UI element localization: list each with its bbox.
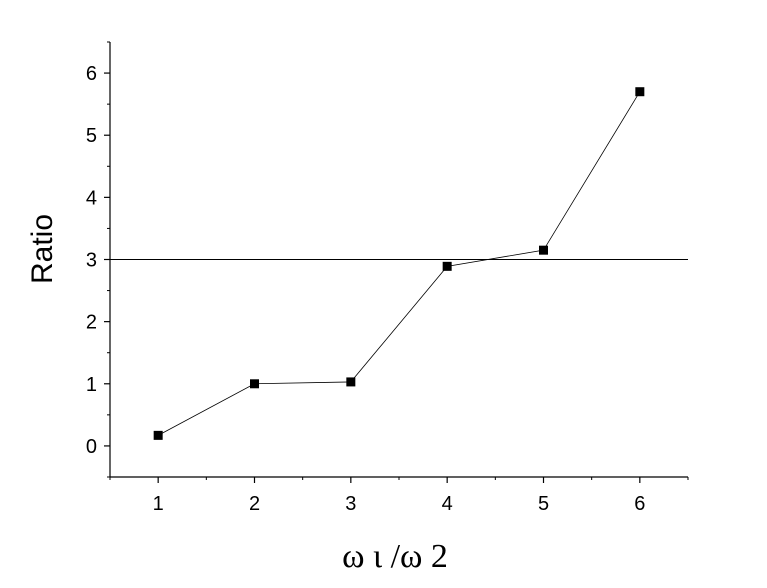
x-axis-label: ω ι /ω 2 <box>342 538 448 575</box>
data-point <box>346 377 356 387</box>
y-tick-label: 6 <box>86 63 97 85</box>
data-point <box>635 87 645 97</box>
x-tick-label: 3 <box>345 493 356 515</box>
y-tick-label: 1 <box>86 374 97 396</box>
y-tick-label: 0 <box>86 436 97 458</box>
data-point <box>250 379 259 389</box>
y-tick-label: 2 <box>86 312 97 334</box>
x-tick-label: 6 <box>634 493 645 515</box>
data-point <box>539 245 548 255</box>
series-layer <box>153 87 645 440</box>
x-tick-label: 1 <box>153 493 164 515</box>
x-tick-label: 5 <box>538 493 549 515</box>
y-tick-label: 4 <box>86 187 97 209</box>
series-line <box>157 91 641 436</box>
y-axis-label: Ratio <box>26 214 59 284</box>
data-point <box>442 261 452 271</box>
x-tick-label: 2 <box>249 493 260 515</box>
data-point <box>153 430 163 440</box>
axes <box>104 41 689 483</box>
y-tick-label: 5 <box>86 125 97 147</box>
tick-labels: 0 1 2 3 4 5 6 1 2 3 4 5 6 <box>86 63 646 515</box>
y-tick-label: 3 <box>86 250 97 272</box>
x-tick-label: 4 <box>442 493 453 515</box>
